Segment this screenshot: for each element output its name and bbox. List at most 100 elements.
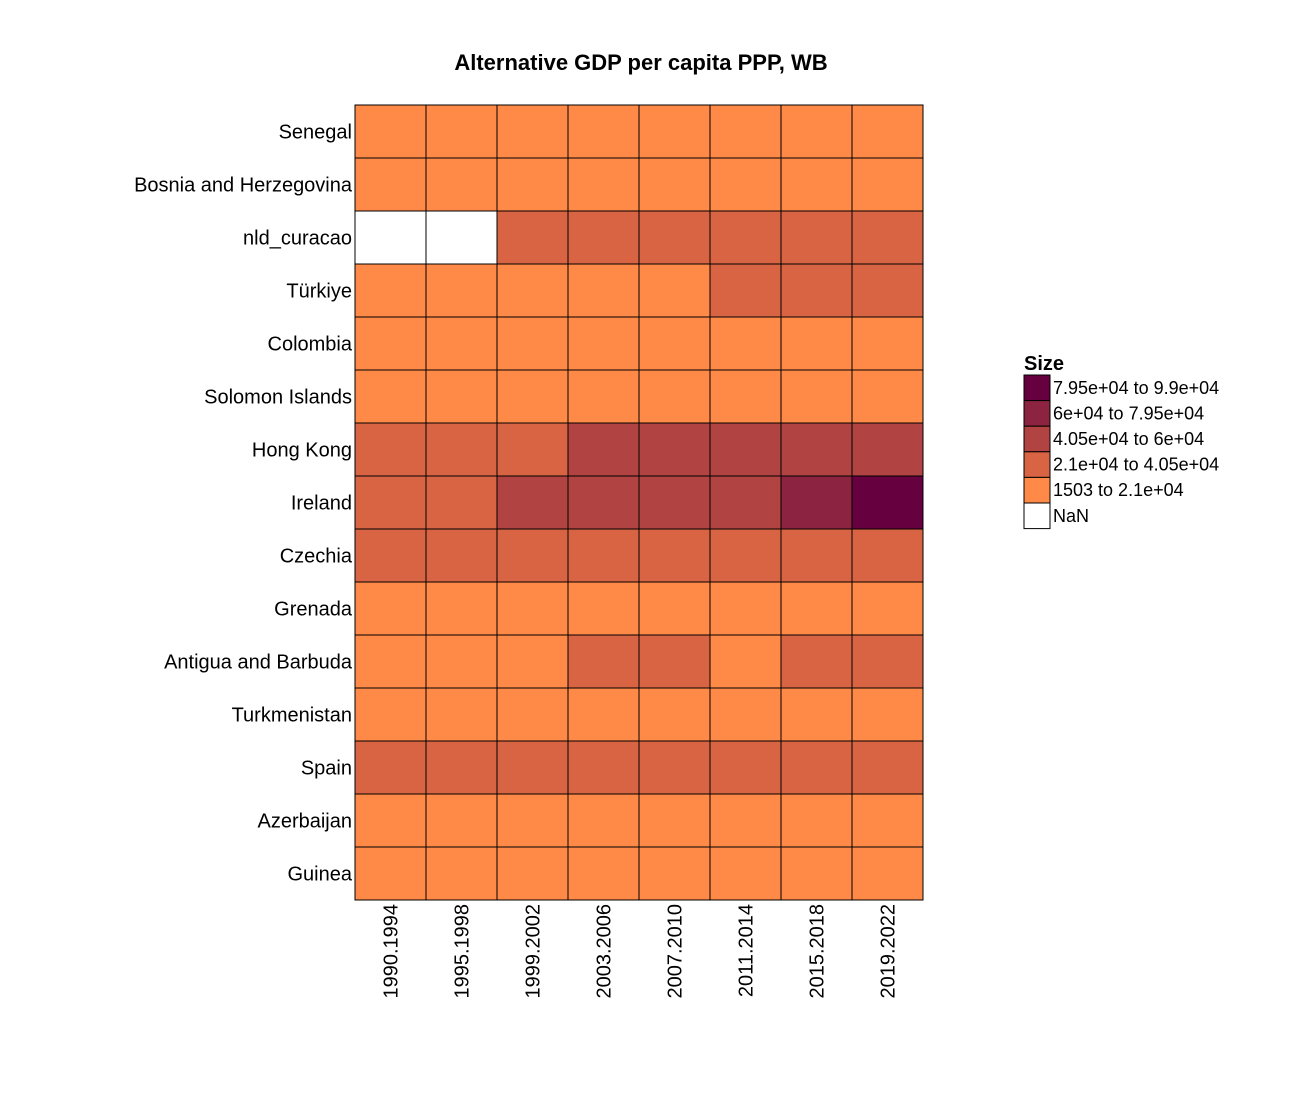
heatmap-cell	[780, 104, 853, 159]
heatmap-cell	[496, 422, 569, 477]
heatmap-cell	[425, 846, 498, 901]
heatmap-cell	[425, 210, 498, 265]
heatmap-cell	[567, 581, 640, 636]
heatmap-cell	[780, 369, 853, 424]
heatmap-cell	[496, 581, 569, 636]
heatmap-cell	[354, 475, 427, 530]
heatmap-cell	[851, 793, 924, 848]
row-label: Czechia	[280, 546, 353, 568]
row-label: Guinea	[288, 864, 353, 886]
heatmap-cell	[354, 369, 427, 424]
heatmap-cell	[780, 634, 853, 689]
column-labels: 1990.1994 1995.1998 1999.2002 2003.2006 2007…	[381, 904, 900, 999]
heatmap-cell	[567, 793, 640, 848]
heatmap-cell	[851, 581, 924, 636]
heatmap-cell	[496, 316, 569, 371]
row-label: Azerbaijan	[257, 811, 352, 833]
heatmap-cell	[780, 157, 853, 212]
heatmap-cell	[780, 846, 853, 901]
heatmap-cell	[638, 157, 711, 212]
heatmap-cell	[709, 475, 782, 530]
heatmap-cell	[567, 157, 640, 212]
heatmap-cell	[354, 263, 427, 318]
heatmap-cell	[780, 316, 853, 371]
heatmap-cell	[567, 422, 640, 477]
heatmap-cell	[709, 316, 782, 371]
heatmap-cell	[780, 740, 853, 795]
heatmap-cell	[567, 263, 640, 318]
legend-label: 7.95e+04 to 9.9e+04	[1053, 378, 1219, 398]
row-label: Antigua and Barbuda	[164, 652, 353, 674]
heatmap-cell	[709, 210, 782, 265]
heatmap-cell	[780, 793, 853, 848]
heatmap-cell	[354, 157, 427, 212]
heatmap-cell	[496, 687, 569, 742]
column-label: 2015.2018	[807, 904, 829, 999]
heatmap-cell	[638, 316, 711, 371]
row-label: Colombia	[268, 334, 353, 356]
heatmap-cell	[851, 846, 924, 901]
heatmap-cell	[354, 846, 427, 901]
heatmap-cell	[780, 475, 853, 530]
row-label: Turkmenistan	[232, 705, 352, 727]
legend-key	[1023, 425, 1051, 453]
legend-key	[1023, 476, 1051, 504]
heatmap-cell	[638, 687, 711, 742]
heatmap-cell	[354, 422, 427, 477]
heatmap-cell	[567, 687, 640, 742]
column-label: 1999.2002	[523, 904, 545, 999]
heatmap-cell	[567, 210, 640, 265]
row-label: Türkiye	[286, 281, 352, 303]
heatmap-cell	[638, 263, 711, 318]
heatmap-cell	[496, 740, 569, 795]
heatmap-cell	[496, 104, 569, 159]
column-label: 1990.1994	[381, 904, 403, 999]
heatmap-cell	[425, 475, 498, 530]
chart-title: Alternative GDP per capita PPP, WB	[454, 50, 827, 75]
heatmap-cell	[638, 740, 711, 795]
heatmap-cell	[354, 581, 427, 636]
heatmap-cell	[638, 104, 711, 159]
heatmap-cell	[709, 740, 782, 795]
heatmap-cell	[709, 263, 782, 318]
heatmap-cell	[425, 687, 498, 742]
heatmap-cell	[567, 634, 640, 689]
legend: Size 7.95e+04 to 9.9e+04 6e+04 to 7.95e+0…	[1023, 353, 1219, 530]
row-label: Hong Kong	[252, 440, 352, 462]
heatmap-cell	[425, 369, 498, 424]
heatmap-cell	[709, 528, 782, 583]
heatmap-cell	[851, 263, 924, 318]
heatmap-cell	[851, 687, 924, 742]
heatmap-cell	[851, 210, 924, 265]
heatmap-cell	[780, 687, 853, 742]
heatmap-cell	[851, 422, 924, 477]
heatmap-cell	[425, 104, 498, 159]
heatmap-cell	[425, 793, 498, 848]
heatmap-cell	[638, 210, 711, 265]
row-label: Bosnia and Herzegovina	[134, 175, 353, 197]
heatmap-cell	[354, 104, 427, 159]
heatmap-cell	[638, 369, 711, 424]
heatmap-cell	[496, 793, 569, 848]
heatmap-cell	[496, 475, 569, 530]
heatmap-cell	[851, 740, 924, 795]
heatmap-cell	[780, 528, 853, 583]
heatmap-cell	[496, 634, 569, 689]
heatmap-cell	[354, 793, 427, 848]
legend-label: NaN	[1053, 506, 1089, 526]
column-label: 2011.2014	[736, 904, 758, 997]
heatmap-cell	[425, 528, 498, 583]
heatmap-cell	[354, 316, 427, 371]
heatmap-cell	[425, 740, 498, 795]
heatmap-cell	[709, 422, 782, 477]
legend-label: 4.05e+04 to 6e+04	[1053, 429, 1204, 449]
heatmap-cell	[709, 793, 782, 848]
heatmap-cells	[354, 104, 924, 901]
heatmap-cell	[709, 157, 782, 212]
legend-label: 2.1e+04 to 4.05e+04	[1053, 455, 1219, 475]
heatmap-cell	[425, 263, 498, 318]
heatmap-cell	[496, 263, 569, 318]
heatmap-cell	[709, 846, 782, 901]
heatmap-cell	[851, 316, 924, 371]
